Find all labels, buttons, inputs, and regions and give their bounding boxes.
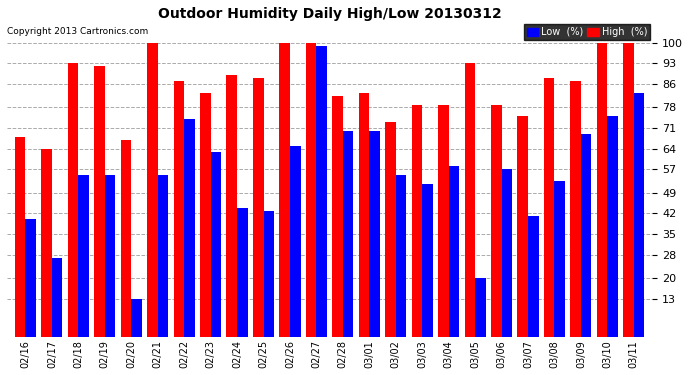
Bar	[174, 81, 184, 337]
Title: Outdoor Humidity Daily High/Low 20130312: Outdoor Humidity Daily High/Low 20130312	[158, 7, 502, 21]
Bar	[359, 93, 369, 337]
Bar	[528, 216, 539, 337]
Bar	[52, 258, 63, 337]
Bar	[333, 96, 343, 337]
Bar	[121, 140, 131, 337]
Bar	[253, 78, 264, 337]
Legend: Low  (%), High  (%): Low (%), High (%)	[524, 24, 651, 40]
Bar	[412, 105, 422, 337]
Bar	[105, 175, 115, 337]
Bar	[290, 146, 301, 337]
Bar	[41, 149, 52, 337]
Bar	[147, 43, 158, 337]
Bar	[438, 105, 449, 337]
Bar	[158, 175, 168, 337]
Bar	[226, 75, 237, 337]
Bar	[385, 122, 396, 337]
Bar	[396, 175, 406, 337]
Bar	[555, 181, 565, 337]
Bar	[343, 131, 353, 337]
Bar	[623, 43, 634, 337]
Bar	[448, 166, 460, 337]
Bar	[422, 184, 433, 337]
Bar	[184, 119, 195, 337]
Bar	[491, 105, 502, 337]
Bar	[544, 78, 555, 337]
Bar	[306, 43, 317, 337]
Bar	[502, 170, 512, 337]
Bar	[279, 43, 290, 337]
Bar	[607, 116, 618, 337]
Bar	[634, 93, 644, 337]
Text: Copyright 2013 Cartronics.com: Copyright 2013 Cartronics.com	[7, 27, 148, 36]
Bar	[68, 63, 79, 337]
Bar	[15, 137, 26, 337]
Bar	[518, 116, 528, 337]
Bar	[95, 66, 105, 337]
Bar	[369, 131, 380, 337]
Bar	[200, 93, 210, 337]
Bar	[597, 43, 607, 337]
Bar	[210, 152, 221, 337]
Bar	[571, 81, 581, 337]
Bar	[131, 299, 142, 337]
Bar	[317, 46, 327, 337]
Bar	[237, 208, 248, 337]
Bar	[475, 278, 486, 337]
Bar	[581, 134, 591, 337]
Bar	[26, 219, 36, 337]
Bar	[264, 210, 274, 337]
Bar	[79, 175, 89, 337]
Bar	[464, 63, 475, 337]
